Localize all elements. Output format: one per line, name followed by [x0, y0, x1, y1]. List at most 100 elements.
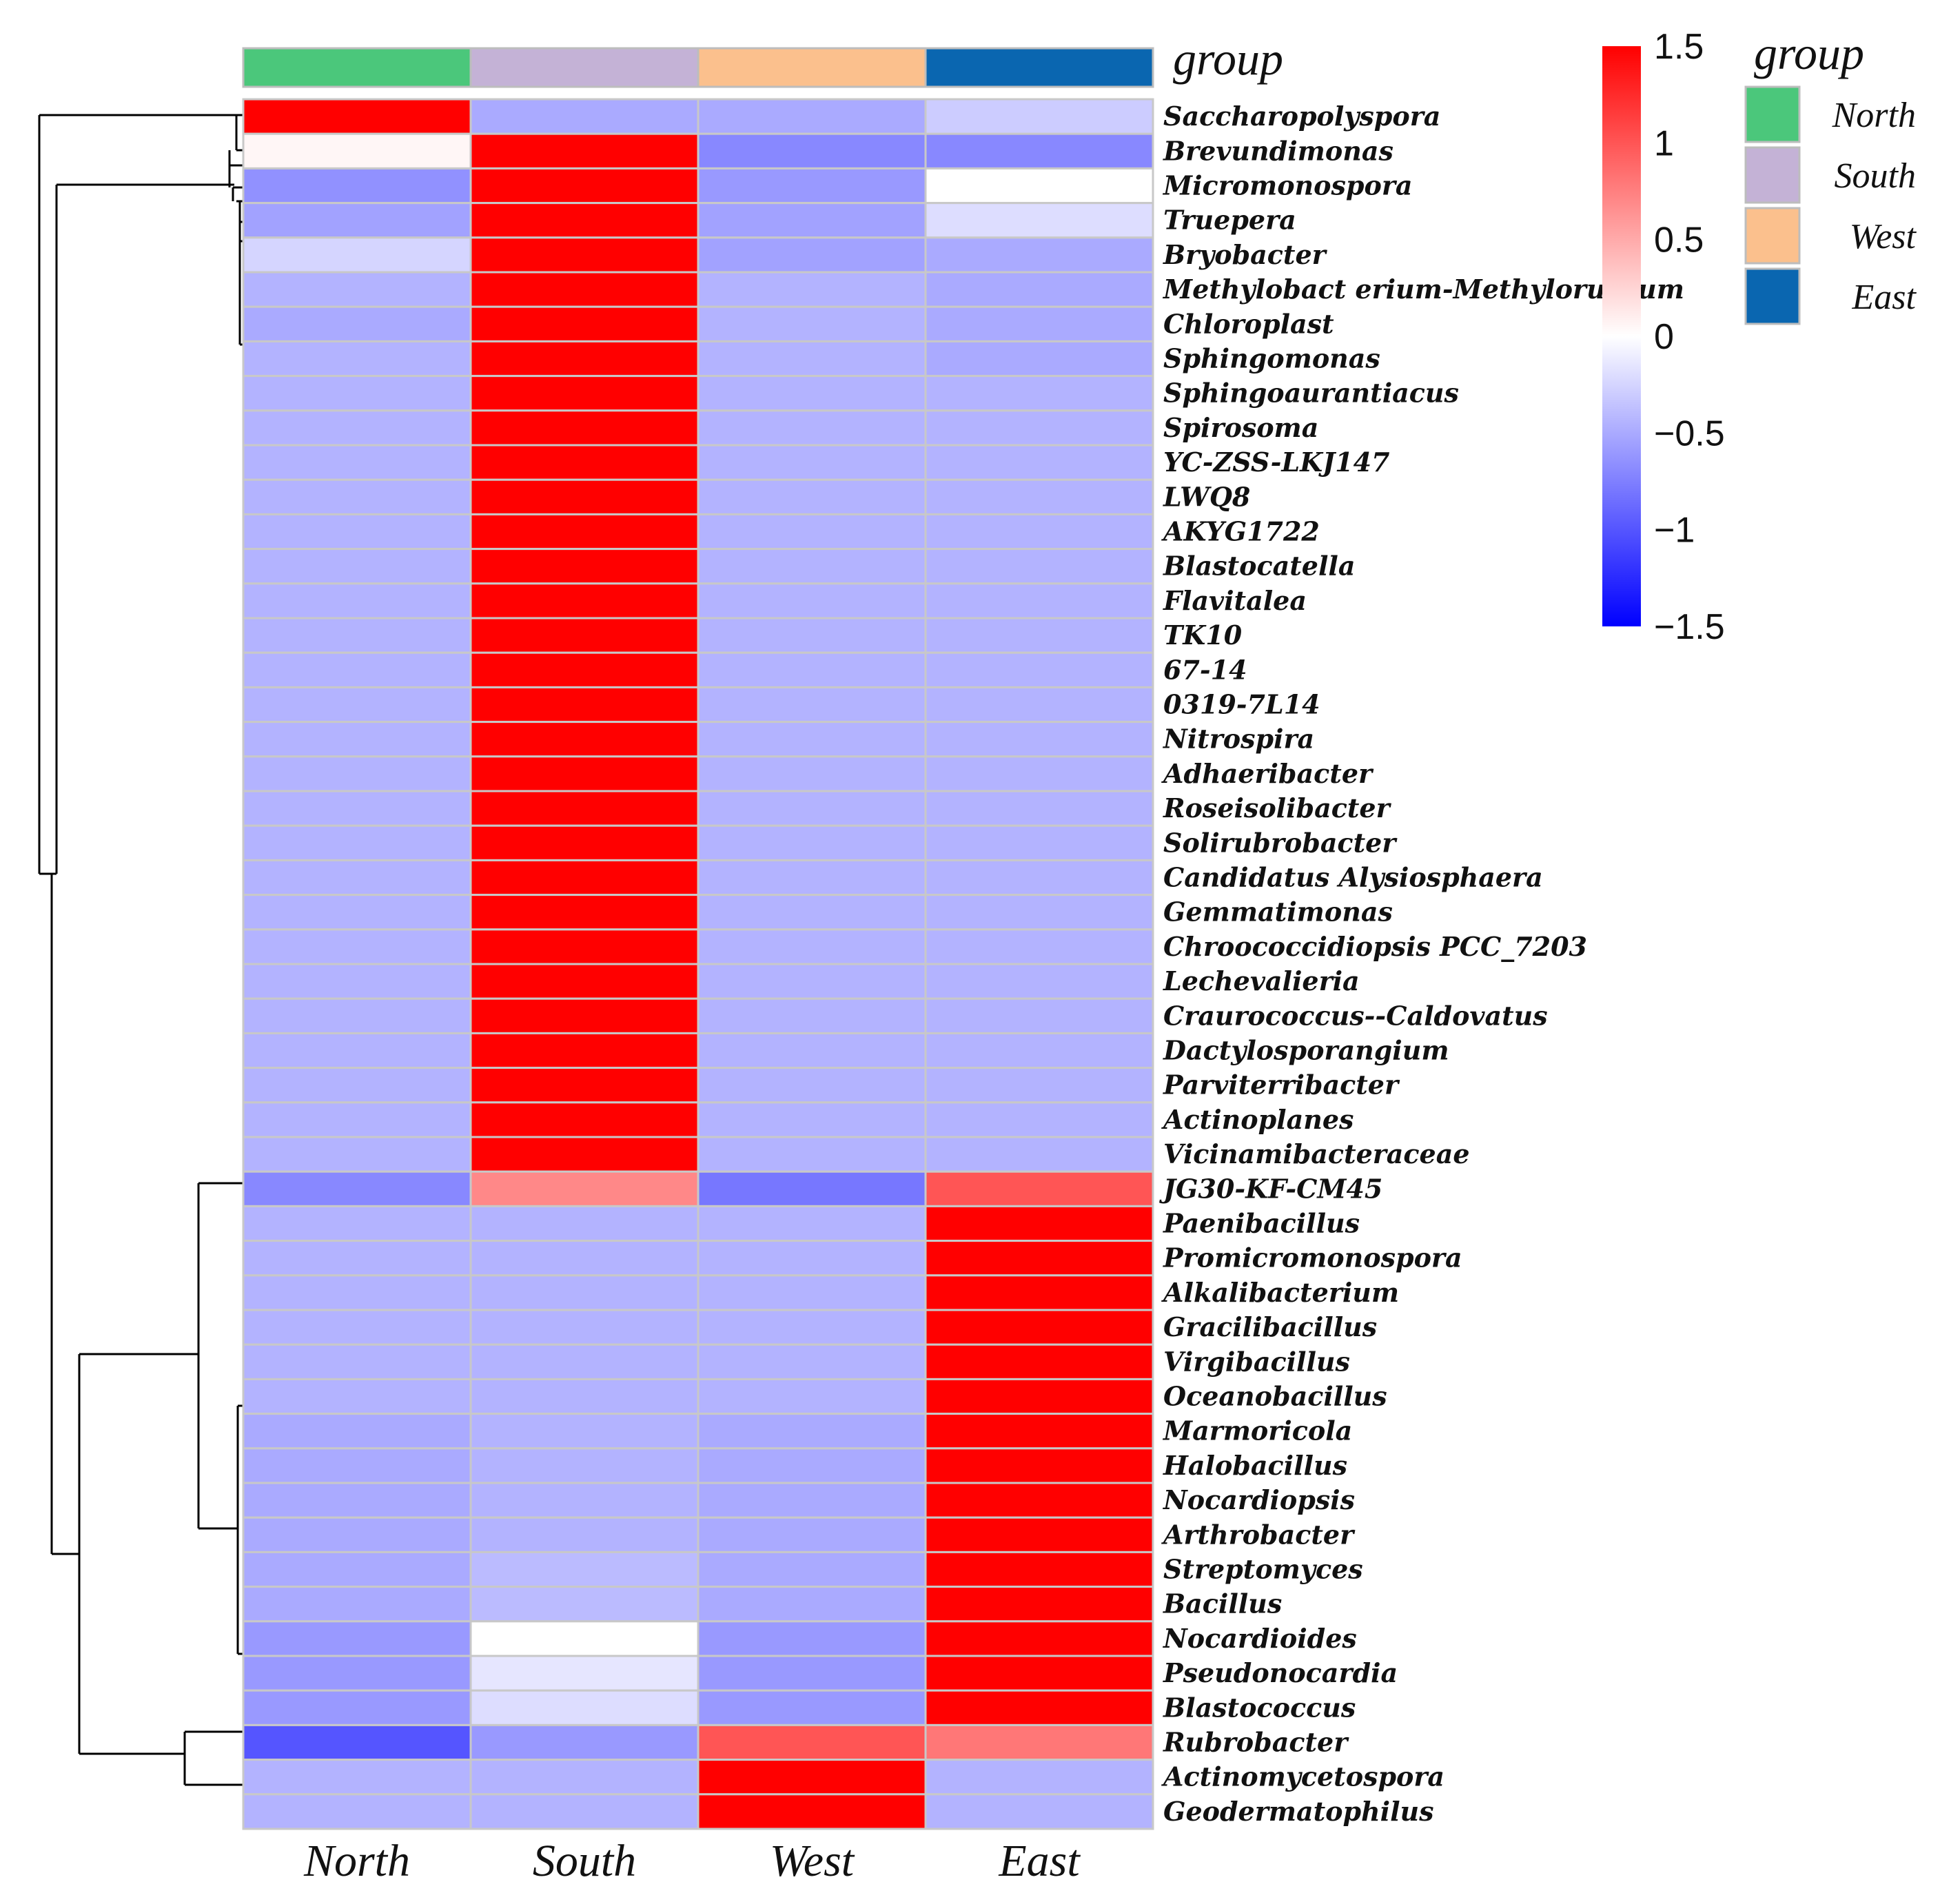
heatmap-cell	[469, 167, 700, 205]
heatmap-cell	[242, 167, 472, 205]
heatmap-cell	[469, 1723, 700, 1761]
row-label: Adhaeribacter	[1161, 758, 1374, 789]
heatmap-cell	[924, 1413, 1154, 1450]
heatmap-cell	[697, 1240, 927, 1277]
row-label: Brevundimonas	[1163, 135, 1393, 166]
row-label: Nocardiopsis	[1163, 1484, 1355, 1515]
row-label: Actinoplanes	[1161, 1104, 1354, 1135]
heatmap-cell	[924, 1136, 1154, 1173]
heatmap-cell	[697, 963, 927, 1000]
row-label: Nocardioides	[1163, 1623, 1357, 1654]
heatmap-cell	[697, 409, 927, 447]
heatmap-cell	[924, 1689, 1154, 1726]
row-label: Halobacillus	[1163, 1450, 1347, 1481]
heatmap-cell	[242, 236, 472, 274]
row-label: Dactylosporangium	[1163, 1035, 1449, 1066]
heatmap-cell	[242, 1101, 472, 1138]
heatmap-cell	[469, 478, 700, 515]
heatmap-cell	[924, 1274, 1154, 1311]
heatmap-cells	[242, 98, 1154, 1830]
heatmap-cell	[924, 98, 1154, 135]
heatmap-cell	[242, 651, 472, 688]
group-legend: group North South West East	[1744, 27, 1917, 325]
heatmap-cell	[469, 1550, 700, 1588]
heatmap-cell	[924, 894, 1154, 931]
heatmap-cell	[242, 548, 472, 585]
heatmap-cell	[697, 582, 927, 620]
column-label: South	[533, 1836, 636, 1886]
heatmap-cell	[697, 617, 927, 654]
heatmap-cell	[469, 444, 700, 481]
heatmap-cell	[242, 1309, 472, 1346]
row-label: Nitrospira	[1163, 724, 1314, 755]
heatmap-cell	[242, 1343, 472, 1380]
heatmap-cell	[697, 1447, 927, 1484]
heatmap-cell	[469, 1032, 700, 1069]
color-scale-tick-label: −0.5	[1654, 413, 1725, 453]
heatmap-cell	[242, 617, 472, 654]
heatmap-cell	[242, 1067, 472, 1104]
heatmap-cell	[924, 444, 1154, 481]
heatmap-cell	[697, 1101, 927, 1138]
heatmap-cell	[469, 963, 700, 1000]
heatmap-cell	[469, 617, 700, 654]
heatmap-cell	[924, 1655, 1154, 1692]
heatmap-cell	[242, 1274, 472, 1311]
row-label: Chloroplast	[1163, 308, 1334, 339]
group-bar-north	[242, 47, 472, 88]
heatmap-cell	[697, 894, 927, 931]
heatmap-cell	[924, 1586, 1154, 1623]
group-legend-swatch	[1744, 85, 1801, 143]
color-scale-tick-label: −1	[1654, 511, 1695, 551]
heatmap-cell	[242, 305, 472, 342]
heatmap-cell	[242, 1586, 472, 1623]
heatmap-cell	[697, 1759, 927, 1796]
heatmap-cell	[697, 1205, 927, 1242]
heatmap-cell	[469, 1793, 700, 1830]
heatmap-cell	[924, 686, 1154, 724]
heatmap-cell	[697, 478, 927, 515]
group-legend-swatch	[1744, 267, 1801, 325]
row-label: Bacillus	[1163, 1588, 1282, 1619]
heatmap-cell	[697, 1343, 927, 1380]
heatmap-cell	[242, 340, 472, 378]
heatmap-cell	[469, 548, 700, 585]
heatmap-cell	[242, 824, 472, 861]
heatmap-cell	[242, 1170, 472, 1207]
heatmap-cell	[242, 1136, 472, 1173]
heatmap-cell	[697, 790, 927, 827]
row-label: Sphingomonas	[1163, 343, 1380, 374]
heatmap-cell	[469, 1413, 700, 1450]
row-label: Sphingoaurantiacus	[1163, 378, 1459, 409]
heatmap-cell	[469, 1655, 700, 1692]
heatmap-cell	[242, 755, 472, 792]
heatmap-cell	[469, 790, 700, 827]
heatmap-cell	[469, 651, 700, 688]
heatmap-cell	[697, 1620, 927, 1657]
heatmap-cell	[924, 1447, 1154, 1484]
dendrogram-branch	[38, 114, 243, 875]
heatmap-cell	[469, 1482, 700, 1519]
color-scale-legend: 1.5 1 0.5 0 −0.5 −1 −1.5	[1602, 27, 1725, 647]
group-bar-east	[924, 47, 1154, 88]
heatmap-cell	[924, 202, 1154, 239]
heatmap-cell	[924, 1620, 1154, 1657]
heatmap-cell	[697, 167, 927, 205]
heatmap-cell	[242, 1723, 472, 1761]
heatmap-cell	[469, 755, 700, 792]
row-label: Arthrobacter	[1161, 1519, 1356, 1550]
column-label: East	[998, 1836, 1081, 1886]
group-annotation-title: group	[1173, 32, 1283, 85]
heatmap-cell	[697, 1170, 927, 1207]
heatmap-cell	[242, 928, 472, 965]
heatmap-cell	[242, 859, 472, 897]
heatmap-cell	[242, 1413, 472, 1450]
color-scale-tick-label: −1.5	[1654, 607, 1725, 647]
row-label: Oceanobacillus	[1163, 1381, 1387, 1412]
row-label: Spirosoma	[1163, 412, 1318, 443]
color-scale-bar	[1602, 46, 1641, 626]
heatmap-cell	[242, 1689, 472, 1726]
heatmap-cell	[469, 1067, 700, 1104]
row-label: Flavitalea	[1163, 585, 1307, 616]
